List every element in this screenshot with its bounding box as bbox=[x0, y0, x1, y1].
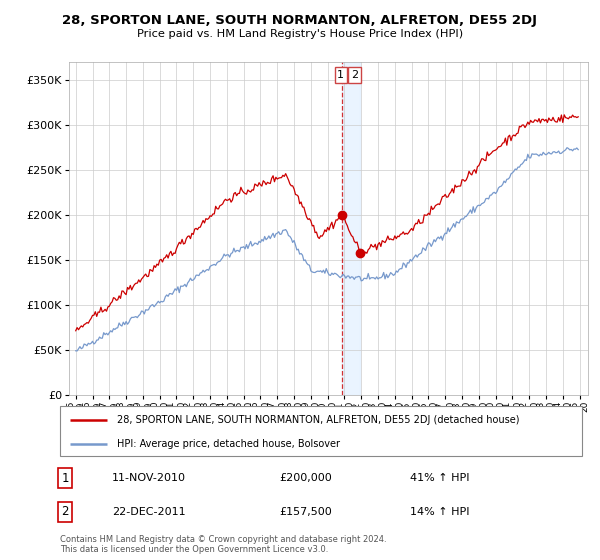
Text: Price paid vs. HM Land Registry's House Price Index (HPI): Price paid vs. HM Land Registry's House … bbox=[137, 29, 463, 39]
Text: Contains HM Land Registry data © Crown copyright and database right 2024.
This d: Contains HM Land Registry data © Crown c… bbox=[60, 535, 386, 554]
Bar bbox=[341, 62, 360, 395]
Text: 2: 2 bbox=[351, 70, 358, 80]
Text: 14% ↑ HPI: 14% ↑ HPI bbox=[410, 507, 469, 517]
Text: 41% ↑ HPI: 41% ↑ HPI bbox=[410, 473, 469, 483]
Text: 28, SPORTON LANE, SOUTH NORMANTON, ALFRETON, DE55 2DJ: 28, SPORTON LANE, SOUTH NORMANTON, ALFRE… bbox=[62, 14, 538, 27]
Text: £157,500: £157,500 bbox=[279, 507, 332, 517]
FancyBboxPatch shape bbox=[60, 406, 582, 456]
Text: £200,000: £200,000 bbox=[279, 473, 332, 483]
Text: 1: 1 bbox=[337, 70, 344, 80]
Text: 11-NOV-2010: 11-NOV-2010 bbox=[112, 473, 186, 483]
Text: 2: 2 bbox=[61, 505, 69, 518]
Text: 22-DEC-2011: 22-DEC-2011 bbox=[112, 507, 186, 517]
Text: HPI: Average price, detached house, Bolsover: HPI: Average price, detached house, Bols… bbox=[118, 439, 340, 449]
Text: 28, SPORTON LANE, SOUTH NORMANTON, ALFRETON, DE55 2DJ (detached house): 28, SPORTON LANE, SOUTH NORMANTON, ALFRE… bbox=[118, 415, 520, 425]
Text: 1: 1 bbox=[61, 472, 69, 484]
